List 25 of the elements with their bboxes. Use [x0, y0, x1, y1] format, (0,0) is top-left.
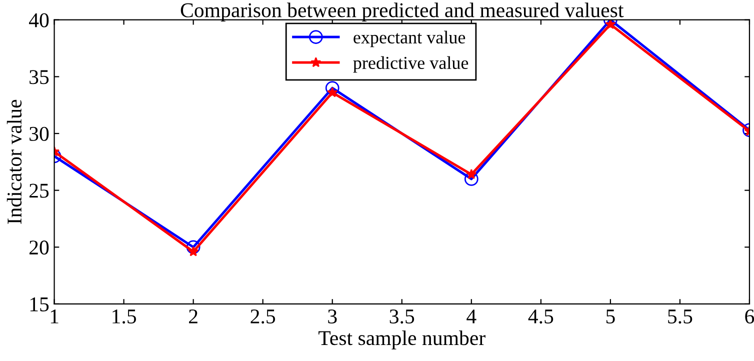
y-tick-label: 25 [30, 184, 49, 198]
point [188, 246, 199, 256]
y-tick-label: 35 [30, 70, 49, 84]
legend-label: expectant value [354, 30, 466, 48]
x-tick-label: 2 [189, 309, 198, 324]
chart-title: Comparison between predicted and measured valuest [180, 2, 624, 22]
y-tick-label: 20 [30, 240, 49, 255]
x-tick-label: 5 [606, 310, 615, 324]
y-tick-label: 40 [29, 13, 49, 28]
y-axis-title: Indicator value [6, 100, 22, 224]
x-tick-label: 3 [328, 309, 337, 324]
x-axis-title: Test sample number [318, 330, 486, 350]
x-tick-label: 2.5 [250, 309, 276, 324]
x-tick-label: 1.5 [112, 310, 136, 324]
point [325, 81, 340, 95]
x-tick-label: 6 [745, 309, 754, 324]
x-tick-label: 4.5 [528, 310, 554, 324]
y-tick-label: 15 [30, 297, 49, 312]
x-tick-label: 5.5 [668, 310, 692, 324]
y-tick-label: 30 [30, 126, 49, 141]
x-tick-label: 4 [466, 310, 476, 324]
x-tick-label: 1 [50, 310, 58, 324]
x-tick-label: 3.5 [390, 309, 414, 324]
point [464, 172, 478, 186]
legend-label: predictive value [353, 56, 468, 73]
